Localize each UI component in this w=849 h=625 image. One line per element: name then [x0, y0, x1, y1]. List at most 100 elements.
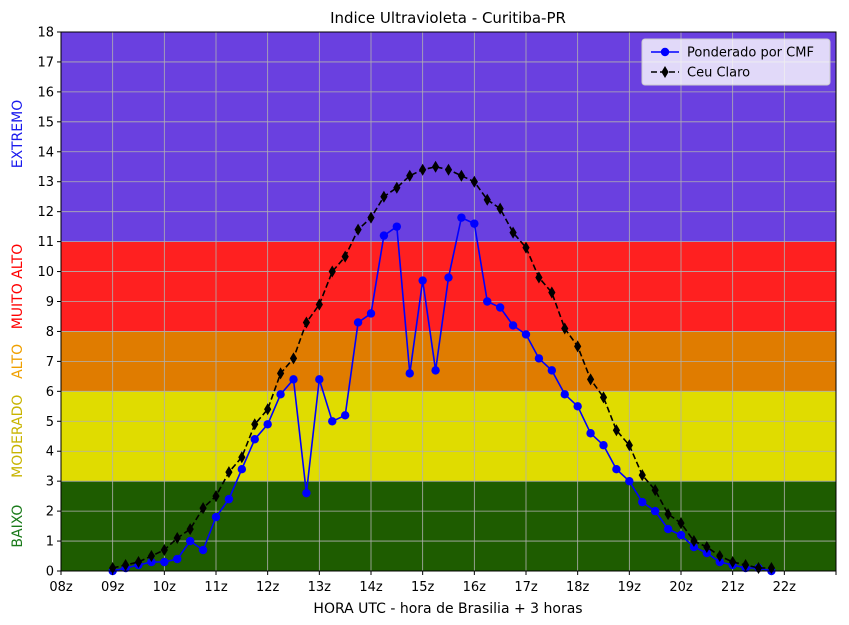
series-0-point-43 [663, 524, 673, 534]
series-0-point-31 [508, 321, 518, 330]
series-1-point-12 [264, 403, 272, 416]
series-1-point-2 [134, 556, 143, 569]
x-tick-label-12: 20z [669, 580, 693, 595]
series-0-point-27 [457, 213, 466, 222]
y-tick-label-16: 16 [37, 85, 54, 100]
series-1-point-39 [612, 424, 621, 437]
series-line-0 [112, 216, 772, 572]
legend-entry-1: Ceu Claro [687, 66, 750, 81]
series-0-point-4 [160, 557, 169, 567]
series-1-point-14 [289, 352, 298, 365]
x-tick-label-14: 22z [773, 580, 797, 595]
band-label-2: ALTO [10, 344, 26, 379]
grid-lines [60, 31, 837, 572]
y-tick-label-18: 18 [37, 26, 54, 41]
series-0-point-14 [289, 375, 298, 384]
series-0-point-32 [521, 330, 531, 339]
series-1-point-8 [212, 490, 220, 503]
series-0-point-6 [185, 536, 195, 546]
series-1-point-18 [341, 250, 349, 263]
series-1-point-33 [535, 271, 543, 284]
series-1-point-44 [677, 517, 685, 530]
series-1-point-43 [664, 508, 672, 521]
series-0-point-20 [366, 309, 376, 318]
y-tick-label-11: 11 [37, 235, 54, 250]
x-axis-ticks: 08z 09z 10z 11z 12z 13z 14z 15z 16z 17z 18z 19z 20z 2… [49, 571, 837, 595]
y-tick-label-9: 9 [46, 295, 54, 310]
series-0-point-15 [302, 488, 311, 498]
series-0-point-7 [198, 545, 208, 555]
series-0-point-33 [534, 354, 544, 363]
series-1-point-6 [186, 523, 194, 536]
series-1-point-32 [522, 241, 530, 254]
series-1-point-13 [276, 367, 285, 380]
series-line-1 [112, 165, 772, 569]
series-1-point-15 [302, 316, 311, 329]
series-1-point-28 [470, 175, 478, 188]
x-tick-label-3: 11z [204, 580, 228, 595]
x-tick-label-0: 08z [49, 580, 73, 595]
series-1-point-21 [380, 190, 388, 203]
series-1-point-27 [457, 169, 466, 182]
y-tick-label-13: 13 [37, 175, 54, 190]
series-0-point-34 [547, 366, 557, 375]
series-0-point-13 [276, 390, 285, 399]
x-tick-label-1: 09z [101, 580, 125, 595]
series-0-point-11 [250, 435, 259, 444]
series-1-point-3 [147, 550, 156, 563]
series-0-point-28 [470, 219, 479, 228]
series-1-point-1 [121, 559, 130, 572]
series-0-point-25 [431, 366, 440, 375]
series-0-point-23 [405, 369, 414, 378]
x-tick-label-5: 13z [308, 580, 332, 595]
x-tick-label-9: 17z [514, 580, 538, 595]
y-tick-label-8: 8 [46, 325, 54, 340]
x-tick-label-7: 15z [411, 580, 435, 595]
series-0-point-38 [599, 441, 608, 450]
band-label-1: MODERADO [10, 395, 26, 478]
y-tick-label-1: 1 [46, 535, 54, 550]
series-1-point-9 [225, 466, 233, 479]
band-label-0: BAIXO [10, 505, 26, 548]
series-0-point-35 [560, 390, 569, 399]
series-0-point-41 [638, 497, 647, 507]
series-1-point-35 [561, 322, 569, 335]
series-1-point-5 [173, 532, 181, 545]
series-0-point-21 [379, 231, 389, 240]
series-0-point-5 [173, 554, 182, 564]
y-tick-label-5: 5 [46, 415, 54, 430]
series-0-point-42 [650, 506, 660, 516]
series-1-point-16 [315, 298, 323, 311]
series-1-point-17 [328, 265, 336, 278]
series-1-point-45 [690, 535, 698, 548]
series-0-point-22 [392, 222, 402, 231]
band-label-3: MUITO ALTO [10, 244, 26, 330]
x-axis-label: HORA UTC - hora de Brasilia + 3 horas [313, 601, 582, 617]
series-1-point-30 [496, 202, 504, 215]
legend-box [641, 38, 831, 86]
y-tick-label-10: 10 [37, 265, 54, 280]
series-0-point-24 [418, 276, 427, 285]
series-1-point-7 [199, 502, 207, 515]
series-0-point-16 [315, 375, 324, 384]
legend-marker-1 [661, 66, 669, 78]
series-1-point-40 [625, 439, 633, 452]
series-1 [109, 160, 776, 575]
series-1-point-29 [483, 193, 491, 206]
series-0-point-40 [625, 476, 634, 486]
band-labels: BAIXO MODERADO ALTO MUITO ALTO EXTREMO [10, 100, 26, 548]
series-layer [108, 160, 776, 576]
series-0-point-36 [573, 402, 582, 411]
series-1-point-41 [638, 469, 646, 482]
series-1-point-19 [354, 223, 362, 236]
series-1-point-4 [160, 544, 168, 557]
y-tick-label-14: 14 [37, 145, 54, 160]
series-0-point-18 [340, 411, 350, 420]
series-1-point-10 [238, 451, 246, 464]
series-1-point-34 [548, 286, 556, 299]
legend-entry-0: Ponderado por CMF [687, 46, 814, 61]
series-1-point-31 [509, 226, 517, 239]
chart-title: Indice Ultravioleta - Curitiba-PR [330, 9, 566, 27]
